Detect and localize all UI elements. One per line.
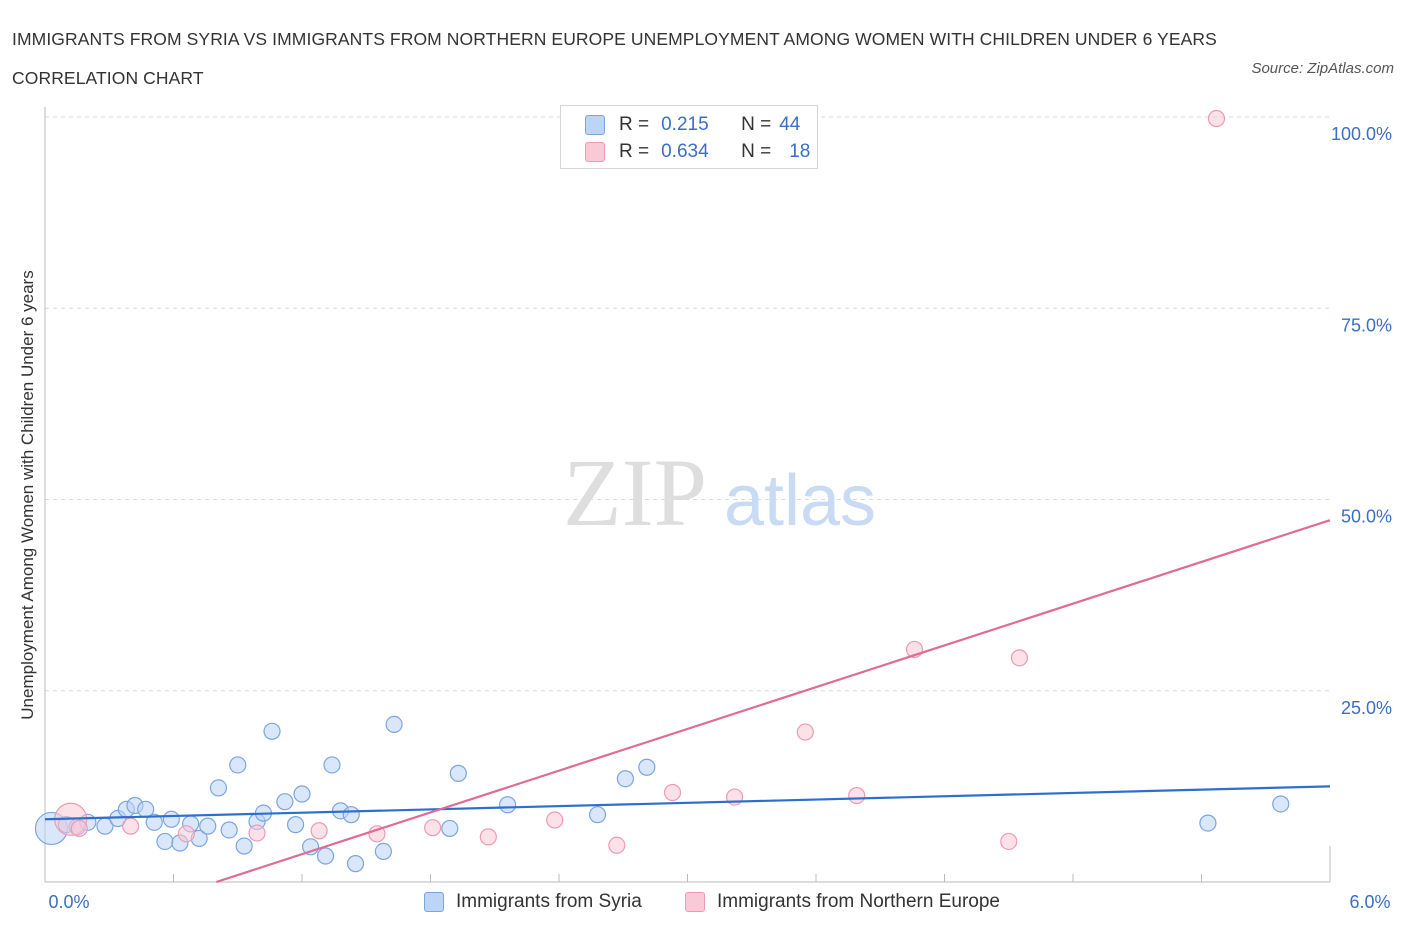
- northern-europe-point: [368, 825, 386, 843]
- northern-europe-point: [424, 819, 442, 837]
- legend-n-value-northern-europe: 18: [789, 141, 811, 162]
- northern-europe-point: [848, 786, 866, 805]
- legend-row-northern-europe: R = 0.634 N = 18: [585, 139, 810, 165]
- syria-point: [229, 756, 247, 774]
- bottom-legend-label-northern-europe: Immigrants from Northern Europe: [717, 891, 1000, 912]
- x-tick-label: 6.0%: [1349, 892, 1390, 912]
- northern-europe-point: [796, 723, 814, 741]
- northern-europe-point: [70, 819, 88, 838]
- tick-labels: 25.0% 50.0% 75.0% 100.0% 0.0% 6.0%: [48, 124, 1392, 912]
- y-tick-label: 50.0%: [1341, 507, 1392, 527]
- grid-lines: [45, 116, 1330, 692]
- syria-point: [316, 847, 335, 865]
- syria-point: [374, 842, 392, 861]
- legend-r-value-northern-europe: 0.634: [661, 141, 709, 162]
- northern-europe-point: [546, 811, 564, 829]
- northern-europe-point: [479, 828, 497, 846]
- northern-europe-point: [1207, 109, 1226, 128]
- legend-r-value-syria: 0.215: [661, 114, 709, 135]
- correlation-legend: R = 0.215 N = 44 R = 0.634 N = 18: [560, 105, 818, 169]
- syria-point: [449, 764, 467, 782]
- syria-point: [1199, 814, 1217, 832]
- bottom-legend-label-syria: Immigrants from Syria: [456, 891, 642, 912]
- syria-point: [162, 810, 180, 828]
- trend-lines: [44, 519, 1331, 884]
- y-tick-label: 25.0%: [1341, 698, 1392, 718]
- northern-europe-point: [248, 824, 266, 842]
- legend-swatch-northern-europe: [585, 142, 605, 162]
- syria-point: [616, 770, 634, 788]
- axes: [44, 107, 1331, 883]
- northern-europe-point: [122, 817, 140, 835]
- legend-swatch-syria: [585, 115, 605, 135]
- syria-point: [235, 837, 253, 855]
- legend-row-syria: R = 0.215 N = 44: [585, 112, 800, 138]
- legend-n-label: N =: [741, 114, 772, 135]
- legend-r-label: R =: [619, 141, 650, 162]
- bottom-legend-syria: Immigrants from Syria: [424, 888, 642, 916]
- syria-point: [323, 756, 341, 774]
- syria-point: [385, 715, 403, 734]
- syria-point: [263, 722, 281, 740]
- northern-europe-point: [1010, 649, 1029, 667]
- syria-point: [499, 796, 517, 814]
- series-syria-points: [34, 715, 1290, 873]
- legend-n-label: N =: [741, 141, 772, 162]
- bottom-legend-northern-europe: Immigrants from Northern Europe: [685, 888, 1000, 916]
- syria-point: [145, 813, 163, 831]
- syria-point: [638, 758, 656, 776]
- watermark-atlas: atlas: [724, 461, 876, 541]
- trend-line-northern-europe: [215, 519, 1331, 884]
- bottom-legend-swatch-syria: [424, 892, 444, 912]
- syria-point: [346, 855, 365, 873]
- northern-europe-point: [177, 825, 195, 843]
- legend-n-value-syria: 44: [779, 114, 801, 135]
- y-axis-label: Unemployment Among Women with Children U…: [18, 270, 37, 720]
- syria-point: [293, 785, 311, 803]
- northern-europe-point: [608, 836, 626, 854]
- syria-point: [441, 819, 459, 838]
- northern-europe-point: [1000, 832, 1018, 851]
- syria-point: [276, 793, 294, 811]
- northern-europe-point: [310, 822, 328, 840]
- syria-point: [156, 832, 174, 851]
- syria-point: [286, 816, 305, 834]
- x-tick-label: 0.0%: [48, 892, 89, 912]
- watermark-zip: ZIP: [563, 439, 707, 546]
- chart-title: IMMIGRANTS FROM SYRIA VS IMMIGRANTS FROM…: [12, 29, 1217, 88]
- source-label: Source: ZipAtlas.com: [1251, 60, 1394, 77]
- northern-europe-point: [663, 783, 682, 802]
- syria-point: [209, 779, 228, 797]
- y-tick-label: 100.0%: [1331, 124, 1392, 144]
- syria-point: [220, 821, 238, 839]
- legend-r-label: R =: [619, 114, 650, 135]
- syria-point: [588, 806, 607, 824]
- trend-line-syria: [44, 785, 1331, 821]
- watermark: ZIP atlas: [563, 439, 876, 546]
- syria-point: [1272, 795, 1290, 813]
- syria-point: [342, 806, 360, 824]
- syria-point: [199, 817, 217, 835]
- y-tick-label: 75.0%: [1341, 315, 1392, 335]
- bottom-legend-swatch-northern-europe: [685, 892, 705, 912]
